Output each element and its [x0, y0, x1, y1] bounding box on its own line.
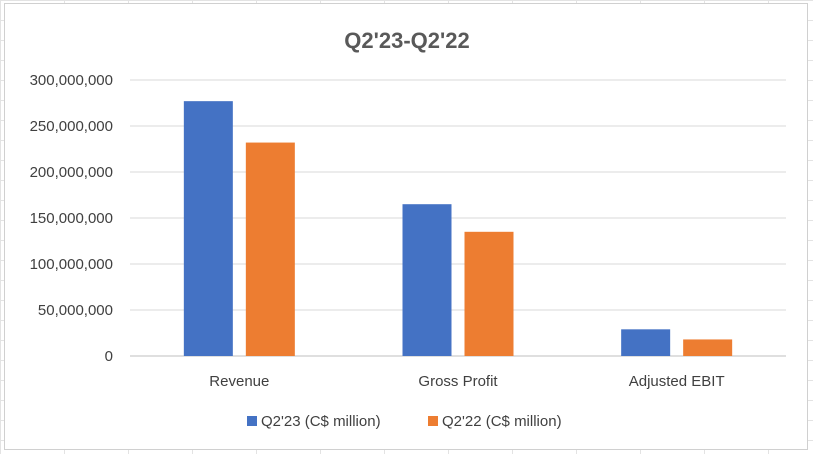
legend-label: Q2'22 (C$ million): [442, 413, 562, 430]
y-tick-label: 150,000,000: [30, 210, 113, 227]
bar: [683, 339, 733, 356]
x-tick-label: Gross Profit: [418, 373, 498, 390]
bar: [402, 204, 452, 356]
y-tick-label: 200,000,000: [30, 164, 113, 181]
x-tick-label: Adjusted EBIT: [629, 373, 725, 390]
legend-label: Q2'23 (C$ million): [261, 413, 381, 430]
x-axis: Revenue Gross Profit Adjusted EBIT: [209, 373, 724, 390]
legend: Q2'23 (C$ million) Q2'22 (C$ million): [247, 413, 562, 430]
x-tick-label: Revenue: [209, 373, 269, 390]
legend-swatch: [428, 416, 438, 426]
bar: [245, 142, 295, 356]
y-tick-label: 300,000,000: [30, 72, 113, 89]
bar: [621, 329, 671, 356]
y-tick-label: 250,000,000: [30, 118, 113, 135]
legend-swatch: [247, 416, 257, 426]
y-tick-label: 100,000,000: [30, 256, 113, 273]
y-tick-label: 0: [105, 348, 113, 365]
bars: [183, 101, 733, 356]
bar: [464, 231, 514, 356]
bar: [183, 101, 233, 356]
y-tick-label: 50,000,000: [38, 302, 113, 319]
chart-title: Q2'23-Q2'22: [344, 28, 469, 53]
gridlines: [130, 79, 786, 357]
y-axis: 0 50,000,000 100,000,000 150,000,000 200,000…: [30, 72, 113, 365]
